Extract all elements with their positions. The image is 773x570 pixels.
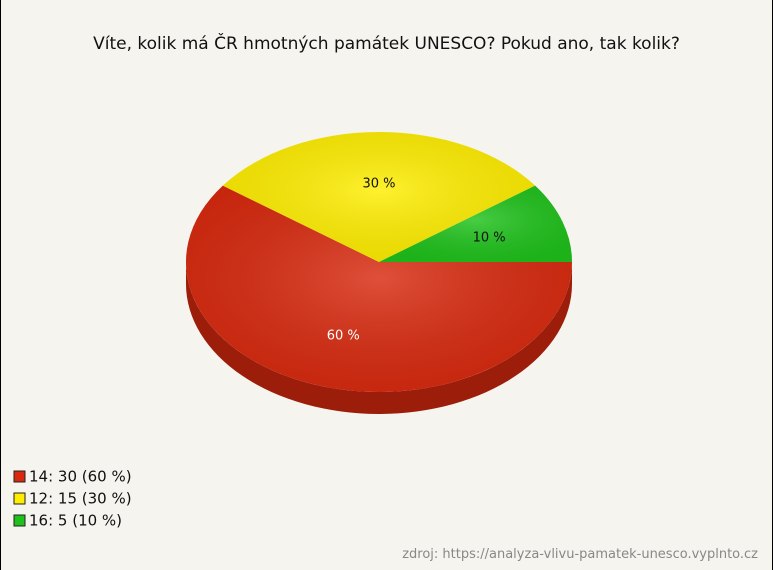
data-label: 30 % bbox=[362, 177, 395, 192]
legend-label: 14: 30 (60 %) bbox=[29, 468, 132, 486]
legend-swatch bbox=[13, 514, 26, 527]
legend-label: 12: 15 (30 %) bbox=[29, 490, 132, 508]
slice-shade bbox=[186, 185, 573, 392]
source: zdroj: https://analyza-vlivu-pamatek-une… bbox=[402, 547, 758, 562]
data-label: 60 % bbox=[327, 329, 360, 344]
legend-label: 16: 5 (10 %) bbox=[29, 512, 122, 530]
legend-swatch bbox=[13, 470, 26, 483]
slice-shade bbox=[379, 185, 572, 262]
data-label: 10 % bbox=[473, 230, 506, 245]
slice-side bbox=[186, 262, 572, 414]
chart-title: Víte, kolik má ČR hmotných památek UNESC… bbox=[93, 34, 680, 54]
legend-swatch bbox=[13, 492, 26, 505]
slice-shade bbox=[222, 132, 536, 262]
